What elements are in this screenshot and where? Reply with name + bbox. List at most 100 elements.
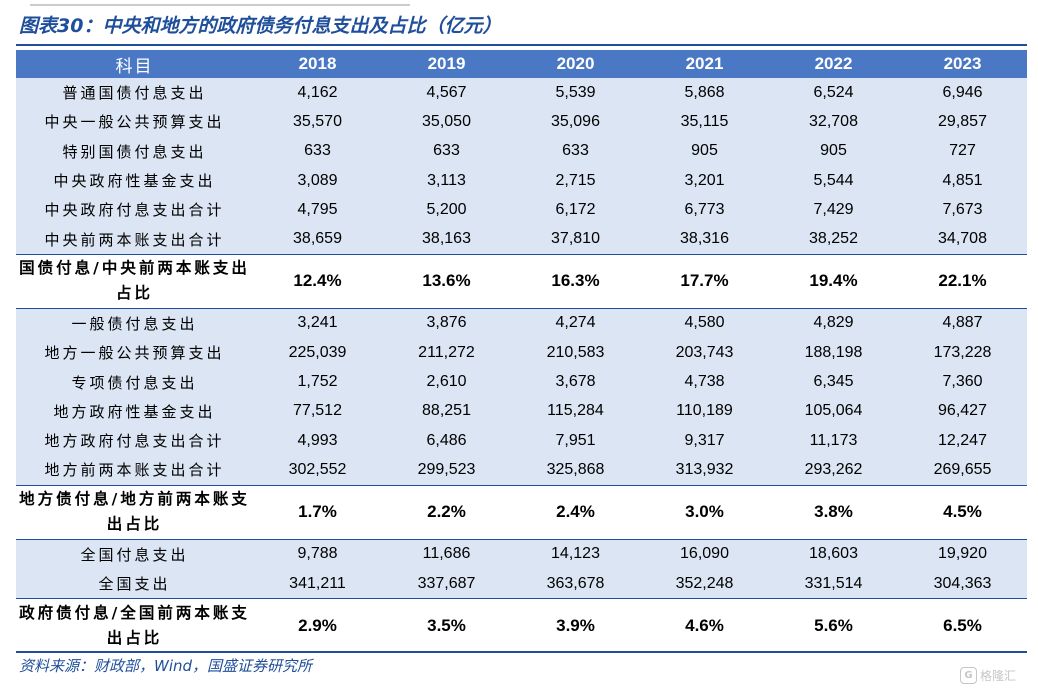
row-value: 4,162 (253, 78, 382, 108)
row-value: 6,486 (382, 425, 511, 456)
row-label: 专项债付息支出 (16, 367, 253, 397)
table-row: 普通国债付息支出 4,162 4,567 5,539 5,868 6,524 6,946 (16, 78, 1027, 108)
row-value: 12.4% (253, 253, 382, 309)
row-value: 3.8% (769, 484, 898, 540)
row-value: 905 (640, 136, 769, 166)
row-value: 37,810 (511, 224, 640, 255)
row-value: 225,039 (253, 338, 382, 368)
row-value: 7,429 (769, 195, 898, 225)
row-value: 6,524 (769, 78, 898, 108)
row-value: 34,708 (898, 224, 1027, 255)
row-value: 299,523 (382, 455, 511, 486)
top-edge-remnant (0, 0, 1038, 8)
row-value: 16.3% (511, 253, 640, 309)
bottom-rule (16, 651, 1027, 653)
row-value: 13.6% (382, 253, 511, 309)
row-label: 一般债付息支出 (16, 308, 253, 339)
row-value: 727 (898, 136, 1027, 166)
row-value: 5,544 (769, 165, 898, 196)
row-value: 905 (769, 136, 898, 166)
row-value: 38,252 (769, 224, 898, 255)
row-label: 普通国债付息支出 (16, 78, 253, 108)
row-value: 6,773 (640, 195, 769, 225)
row-label: 中央政府付息支出合计 (16, 195, 253, 225)
table-row: 国债付息/中央前两本账支出占比 12.4% 13.6% 16.3% 17.7% 19.4%… (16, 253, 1027, 309)
row-value: 302,552 (253, 455, 382, 486)
row-value: 313,932 (640, 455, 769, 486)
header-year: 2019 (382, 50, 511, 78)
table-row: 地方债付息/地方前两本账支出占比 1.7% 2.2% 2.4% 3.0% 3.8% 4.5% (16, 484, 1027, 540)
row-label: 中央一般公共预算支出 (16, 107, 253, 137)
row-value: 3,201 (640, 165, 769, 196)
table-row: 政府债付息/全国前两本账支出占比 2.9% 3.5% 3.9% 4.6% 5.6% 6.5% (16, 598, 1027, 654)
title-rule (16, 44, 1027, 46)
row-value: 211,272 (382, 338, 511, 368)
row-value: 5,200 (382, 195, 511, 225)
row-value: 3,113 (382, 165, 511, 196)
row-label: 特别国债付息支出 (16, 136, 253, 166)
row-value: 110,189 (640, 396, 769, 426)
row-value: 210,583 (511, 338, 640, 368)
watermark: G 格隆汇 (960, 664, 1034, 686)
row-value: 633 (511, 136, 640, 166)
row-value: 6,172 (511, 195, 640, 225)
row-value: 35,096 (511, 107, 640, 137)
row-value: 1.7% (253, 484, 382, 540)
row-value: 363,678 (511, 568, 640, 599)
row-value: 3.0% (640, 484, 769, 540)
row-label: 政府债付息/全国前两本账支出占比 (16, 598, 253, 654)
row-label: 全国付息支出 (16, 539, 253, 569)
row-value: 304,363 (898, 568, 1027, 599)
gelonghui-logo-icon: G (960, 666, 977, 684)
row-value: 29,857 (898, 107, 1027, 137)
row-value: 633 (253, 136, 382, 166)
row-value: 4,887 (898, 308, 1027, 339)
debt-interest-table: 科目 2018 2019 2020 2021 2022 2023 普通国债付息支… (16, 50, 1027, 654)
table-row: 特别国债付息支出 633 633 633 905 905 727 (16, 136, 1027, 166)
row-value: 88,251 (382, 396, 511, 426)
row-value: 269,655 (898, 455, 1027, 486)
row-value: 4,993 (253, 425, 382, 456)
row-value: 325,868 (511, 455, 640, 486)
row-value: 203,743 (640, 338, 769, 368)
row-label: 地方政府付息支出合计 (16, 425, 253, 456)
row-value: 7,951 (511, 425, 640, 456)
row-value: 14,123 (511, 539, 640, 569)
row-value: 9,317 (640, 425, 769, 456)
row-value: 32,708 (769, 107, 898, 137)
row-value: 633 (382, 136, 511, 166)
row-value: 341,211 (253, 568, 382, 599)
row-value: 331,514 (769, 568, 898, 599)
table-row: 地方政府付息支出合计 4,993 6,486 7,951 9,317 11,173 12,2… (16, 425, 1027, 456)
table-row: 地方前两本账支出合计 302,552 299,523 325,868 313,932 29… (16, 455, 1027, 486)
row-value: 9,788 (253, 539, 382, 569)
row-value: 5.6% (769, 598, 898, 654)
table-body: 普通国债付息支出 4,162 4,567 5,539 5,868 6,524 6,946 中央… (16, 78, 1027, 654)
row-value: 38,316 (640, 224, 769, 255)
row-value: 12,247 (898, 425, 1027, 456)
row-value: 6.5% (898, 598, 1027, 654)
row-value: 1,752 (253, 367, 382, 397)
table-row: 地方政府性基金支出 77,512 88,251 115,284 110,189 105,0… (16, 396, 1027, 426)
row-value: 2,610 (382, 367, 511, 397)
header-label: 科目 (16, 50, 253, 78)
row-value: 4,567 (382, 78, 511, 108)
row-value: 4,829 (769, 308, 898, 339)
table-row: 中央前两本账支出合计 38,659 38,163 37,810 38,316 38,252… (16, 224, 1027, 255)
row-label: 国债付息/中央前两本账支出占比 (16, 253, 253, 309)
row-value: 38,163 (382, 224, 511, 255)
header-year: 2022 (769, 50, 898, 78)
row-value: 105,064 (769, 396, 898, 426)
row-value: 3,876 (382, 308, 511, 339)
table-row: 一般债付息支出 3,241 3,876 4,274 4,580 4,829 4,887 (16, 308, 1027, 339)
row-value: 2.4% (511, 484, 640, 540)
row-value: 4.6% (640, 598, 769, 654)
header-year: 2020 (511, 50, 640, 78)
row-value: 188,198 (769, 338, 898, 368)
row-value: 115,284 (511, 396, 640, 426)
row-value: 4.5% (898, 484, 1027, 540)
row-value: 16,090 (640, 539, 769, 569)
figure-title: 图表30：中央和地方的政府债务付息支出及占比（亿元） (19, 15, 502, 37)
row-value: 77,512 (253, 396, 382, 426)
row-value: 4,580 (640, 308, 769, 339)
